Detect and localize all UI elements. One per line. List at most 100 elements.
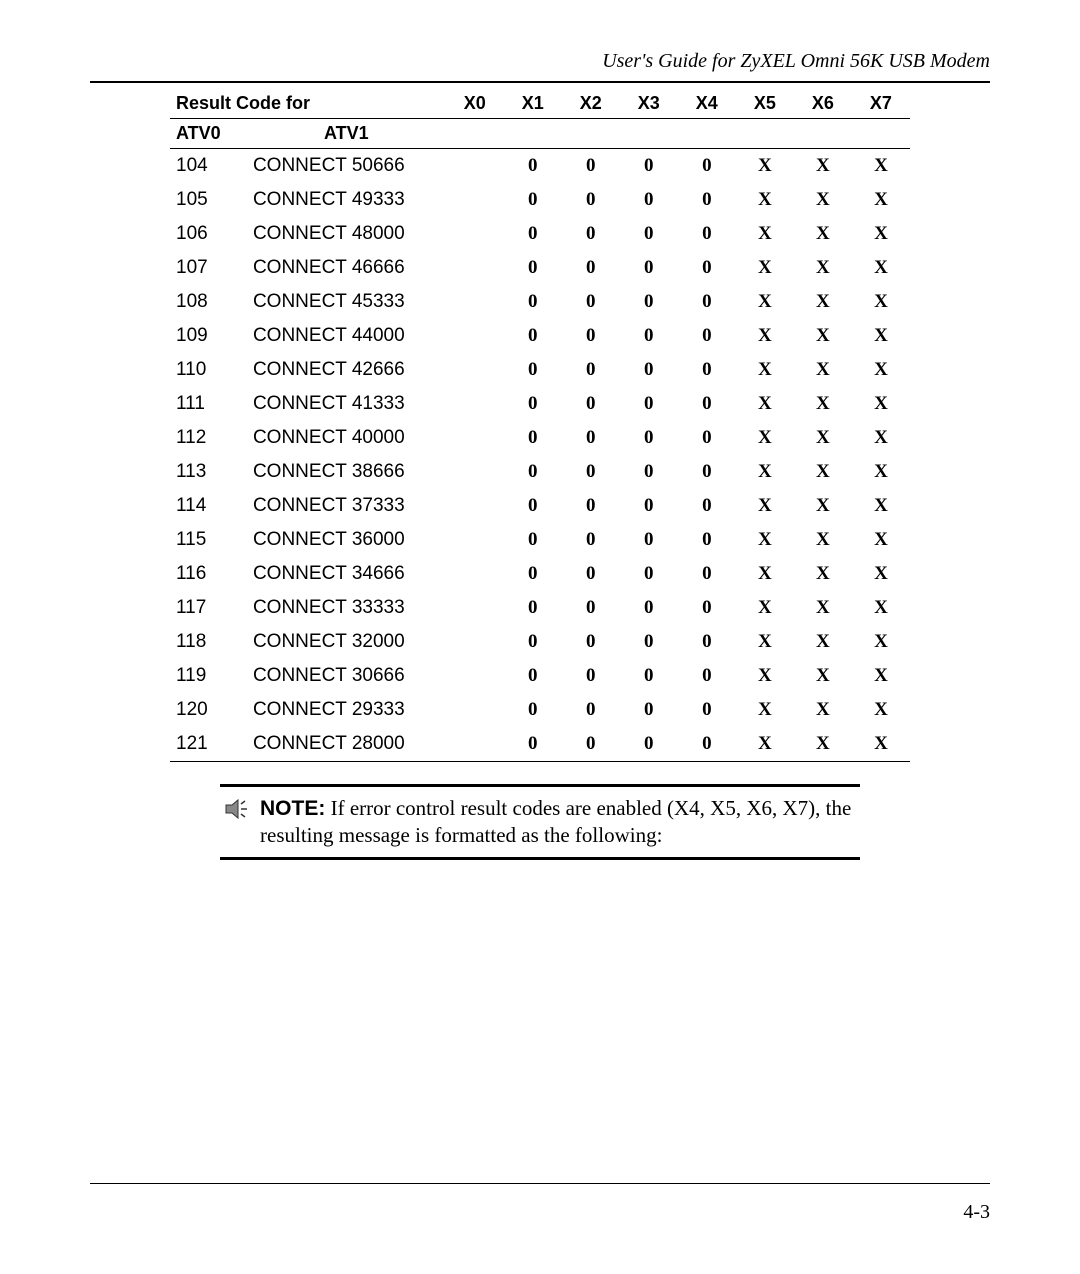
- cell-x5: X: [736, 183, 794, 217]
- cell-x2: 0: [562, 693, 620, 727]
- cell-x3: 0: [620, 523, 678, 557]
- cell-x2: 0: [562, 421, 620, 455]
- cell-x4: 0: [678, 319, 736, 353]
- cell-x6: X: [794, 285, 852, 319]
- table-row: 120CONNECT 293330000XXX: [170, 693, 910, 727]
- cell-x7: X: [852, 727, 910, 762]
- cell-x6: X: [794, 455, 852, 489]
- header-title: User's Guide for ZyXEL Omni 56K USB Mode…: [90, 50, 990, 73]
- cell-atv1: CONNECT 40000: [247, 421, 446, 455]
- cell-x3: 0: [620, 353, 678, 387]
- table-row: 116CONNECT 346660000XXX: [170, 557, 910, 591]
- cell-x3: 0: [620, 183, 678, 217]
- cell-x3: 0: [620, 421, 678, 455]
- cell-x6: X: [794, 421, 852, 455]
- cell-x6: X: [794, 353, 852, 387]
- col-x5: X5: [736, 89, 794, 119]
- cell-x2: 0: [562, 523, 620, 557]
- cell-x2: 0: [562, 625, 620, 659]
- table-row: 108CONNECT 453330000XXX: [170, 285, 910, 319]
- cell-x7: X: [852, 455, 910, 489]
- cell-x1: 0: [504, 353, 562, 387]
- cell-atv1: CONNECT 49333: [247, 183, 446, 217]
- cell-atv1: CONNECT 44000: [247, 319, 446, 353]
- cell-x1: 0: [504, 421, 562, 455]
- cell-atv1: CONNECT 32000: [247, 625, 446, 659]
- cell-atv0: 105: [170, 183, 247, 217]
- table-row: 104CONNECT 506660000XXX: [170, 149, 910, 184]
- cell-x3: 0: [620, 319, 678, 353]
- table-row: 111CONNECT 413330000XXX: [170, 387, 910, 421]
- cell-x4: 0: [678, 353, 736, 387]
- cell-x6: X: [794, 149, 852, 184]
- header-rule: [90, 81, 990, 83]
- col-x4: X4: [678, 89, 736, 119]
- cell-atv0: 108: [170, 285, 247, 319]
- cell-x3: 0: [620, 251, 678, 285]
- cell-x3: 0: [620, 489, 678, 523]
- cell-x3: 0: [620, 659, 678, 693]
- cell-x0: [446, 183, 504, 217]
- cell-x6: X: [794, 625, 852, 659]
- cell-x7: X: [852, 421, 910, 455]
- cell-x1: 0: [504, 659, 562, 693]
- cell-x3: 0: [620, 387, 678, 421]
- cell-x7: X: [852, 523, 910, 557]
- cell-x1: 0: [504, 455, 562, 489]
- cell-x0: [446, 251, 504, 285]
- cell-atv0: 106: [170, 217, 247, 251]
- cell-x4: 0: [678, 387, 736, 421]
- cell-x1: 0: [504, 387, 562, 421]
- table-row: 121CONNECT 280000000XXX: [170, 727, 910, 762]
- cell-atv1: CONNECT 50666: [247, 149, 446, 184]
- table-row: 117CONNECT 333330000XXX: [170, 591, 910, 625]
- cell-x2: 0: [562, 353, 620, 387]
- cell-x3: 0: [620, 557, 678, 591]
- cell-x6: X: [794, 183, 852, 217]
- cell-x0: [446, 353, 504, 387]
- cell-x0: [446, 387, 504, 421]
- cell-x2: 0: [562, 285, 620, 319]
- cell-x4: 0: [678, 557, 736, 591]
- cell-x2: 0: [562, 455, 620, 489]
- cell-x3: 0: [620, 455, 678, 489]
- cell-x4: 0: [678, 421, 736, 455]
- cell-x7: X: [852, 659, 910, 693]
- cell-x5: X: [736, 591, 794, 625]
- cell-x4: 0: [678, 183, 736, 217]
- cell-x4: 0: [678, 625, 736, 659]
- cell-x0: [446, 659, 504, 693]
- cell-x3: 0: [620, 625, 678, 659]
- cell-x1: 0: [504, 217, 562, 251]
- col-atv1: ATV1: [247, 119, 446, 149]
- table-row: 107CONNECT 466660000XXX: [170, 251, 910, 285]
- cell-x3: 0: [620, 591, 678, 625]
- cell-x7: X: [852, 387, 910, 421]
- cell-x0: [446, 149, 504, 184]
- table-row: 118CONNECT 320000000XXX: [170, 625, 910, 659]
- cell-x1: 0: [504, 285, 562, 319]
- cell-x7: X: [852, 285, 910, 319]
- cell-x4: 0: [678, 523, 736, 557]
- cell-x7: X: [852, 251, 910, 285]
- table-row: 106CONNECT 480000000XXX: [170, 217, 910, 251]
- cell-x7: X: [852, 149, 910, 184]
- cell-atv0: 107: [170, 251, 247, 285]
- cell-atv0: 113: [170, 455, 247, 489]
- cell-x1: 0: [504, 557, 562, 591]
- cell-x1: 0: [504, 489, 562, 523]
- cell-atv0: 119: [170, 659, 247, 693]
- cell-x4: 0: [678, 149, 736, 184]
- cell-x6: X: [794, 727, 852, 762]
- cell-x3: 0: [620, 217, 678, 251]
- cell-x1: 0: [504, 183, 562, 217]
- cell-x1: 0: [504, 727, 562, 762]
- cell-x2: 0: [562, 591, 620, 625]
- cell-atv0: 114: [170, 489, 247, 523]
- table-row: 110CONNECT 426660000XXX: [170, 353, 910, 387]
- cell-x7: X: [852, 353, 910, 387]
- cell-atv1: CONNECT 30666: [247, 659, 446, 693]
- cell-x1: 0: [504, 251, 562, 285]
- table-row: 115CONNECT 360000000XXX: [170, 523, 910, 557]
- note-text: NOTE: If error control result codes are …: [260, 795, 856, 849]
